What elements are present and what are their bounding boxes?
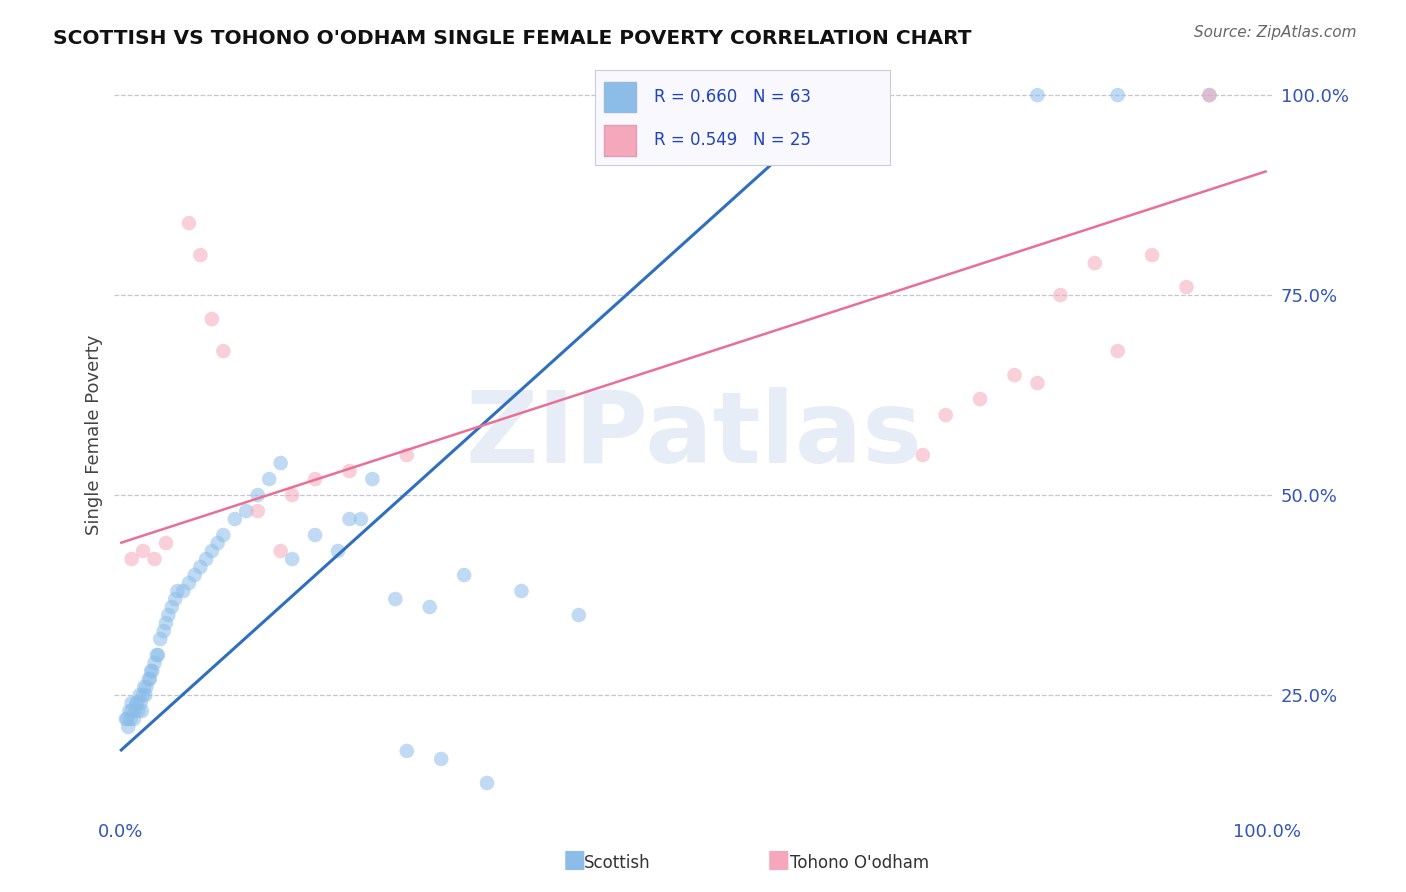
Point: [1198, 88, 1220, 103]
Point: [139, 664, 162, 678]
Text: ■: ■: [766, 848, 790, 872]
Text: Source: ZipAtlas.com: Source: ZipAtlas.com: [1194, 25, 1357, 40]
Point: [430, 752, 453, 766]
Point: [128, 688, 150, 702]
Point: [155, 615, 177, 630]
Point: [120, 712, 142, 726]
Point: [350, 512, 373, 526]
Point: [969, 392, 991, 406]
Point: [124, 704, 146, 718]
Point: [129, 696, 152, 710]
Point: [139, 672, 162, 686]
Point: [1004, 368, 1026, 382]
Point: [149, 632, 172, 646]
Point: [304, 528, 326, 542]
Point: [246, 488, 269, 502]
Point: [141, 664, 163, 678]
Point: [395, 744, 418, 758]
Point: [177, 576, 200, 591]
Point: [212, 528, 235, 542]
Point: [339, 464, 361, 478]
Point: [132, 688, 155, 702]
Point: [172, 584, 194, 599]
Point: [475, 776, 498, 790]
Point: [304, 472, 326, 486]
Point: [190, 248, 212, 262]
Point: [122, 712, 145, 726]
Point: [155, 536, 177, 550]
Point: [453, 568, 475, 582]
Point: [201, 544, 224, 558]
Point: [127, 696, 149, 710]
Point: [935, 408, 957, 422]
Point: [419, 600, 441, 615]
Text: ■: ■: [562, 848, 586, 872]
Point: [134, 688, 156, 702]
Y-axis label: Single Female Poverty: Single Female Poverty: [86, 334, 103, 535]
Point: [270, 456, 292, 470]
Point: [1049, 288, 1071, 302]
Point: [207, 536, 229, 550]
Point: [127, 704, 149, 718]
Point: [143, 552, 166, 566]
Point: [510, 584, 533, 599]
Point: [1175, 280, 1198, 294]
Text: ZIPatlas: ZIPatlas: [465, 386, 922, 483]
Text: Tohono O'odham: Tohono O'odham: [790, 855, 929, 872]
Point: [201, 312, 224, 326]
Point: [117, 720, 139, 734]
Text: SCOTTISH VS TOHONO O'ODHAM SINGLE FEMALE POVERTY CORRELATION CHART: SCOTTISH VS TOHONO O'ODHAM SINGLE FEMALE…: [53, 29, 972, 47]
Point: [339, 512, 361, 526]
Point: [1107, 344, 1129, 359]
Point: [152, 624, 174, 638]
Point: [125, 696, 148, 710]
Point: [1198, 88, 1220, 103]
Point: [1140, 248, 1163, 262]
Point: [246, 504, 269, 518]
Point: [395, 448, 418, 462]
Point: [1026, 376, 1049, 390]
Text: Scottish: Scottish: [583, 855, 650, 872]
Point: [115, 712, 138, 726]
Point: [135, 680, 157, 694]
Point: [138, 672, 160, 686]
Point: [146, 648, 169, 662]
Point: [121, 696, 143, 710]
Point: [326, 544, 349, 558]
Point: [270, 544, 292, 558]
Point: [384, 592, 406, 607]
Point: [121, 704, 143, 718]
Point: [235, 504, 257, 518]
Point: [121, 552, 143, 566]
Point: [911, 448, 934, 462]
Point: [157, 607, 180, 622]
Point: [143, 656, 166, 670]
Point: [224, 512, 246, 526]
Point: [146, 648, 169, 662]
Point: [281, 488, 304, 502]
Point: [115, 712, 138, 726]
Point: [212, 344, 235, 359]
Point: [1026, 88, 1049, 103]
Point: [361, 472, 384, 486]
Point: [160, 600, 183, 615]
Point: [165, 592, 187, 607]
Point: [118, 704, 141, 718]
Point: [257, 472, 280, 486]
Point: [190, 560, 212, 574]
Point: [183, 568, 205, 582]
Point: [132, 544, 155, 558]
Point: [134, 680, 156, 694]
Point: [281, 552, 304, 566]
Point: [568, 607, 591, 622]
Point: [131, 704, 153, 718]
Point: [1084, 256, 1107, 270]
Point: [195, 552, 218, 566]
Point: [1107, 88, 1129, 103]
Point: [166, 584, 188, 599]
Point: [177, 216, 200, 230]
